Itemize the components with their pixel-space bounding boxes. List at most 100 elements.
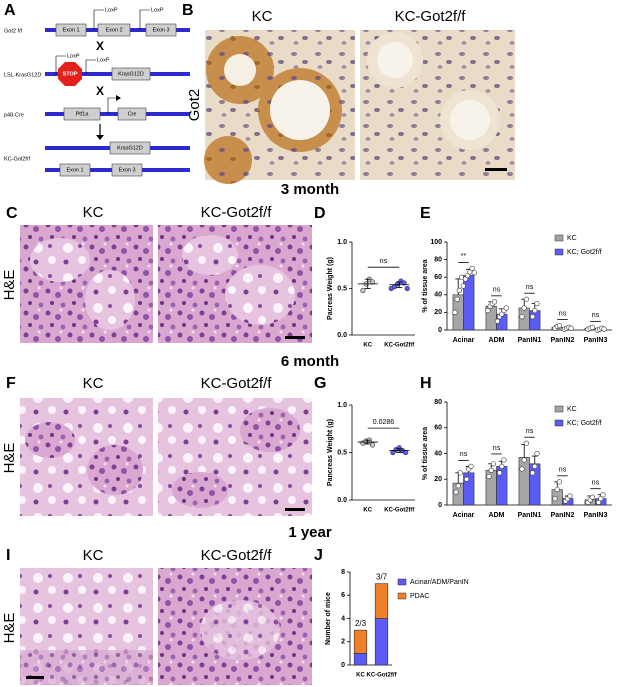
column-label: KC-Got2f/f <box>395 8 467 25</box>
section-title: 1 year <box>288 524 332 541</box>
bar <box>518 307 530 331</box>
stain-label: H&E <box>1 443 18 474</box>
legend-swatch <box>554 248 564 256</box>
y-tick-label: 0.5 <box>337 449 347 456</box>
y-tick-label: 0 <box>438 502 442 509</box>
column-label: KC <box>83 204 104 221</box>
data-point <box>521 305 527 311</box>
y-tick-label: 40 <box>434 450 442 457</box>
data-point <box>453 489 459 495</box>
micrograph <box>158 398 312 516</box>
data-point <box>503 305 509 311</box>
diagram-label: STOP <box>63 71 78 77</box>
y-axis-label: % of tissue area <box>422 427 429 480</box>
data-point <box>496 470 503 476</box>
panel-label: B <box>182 2 194 19</box>
legend-label: KC <box>567 406 577 413</box>
bar <box>529 310 541 331</box>
legend-label: Acinar/ADM/PanIN <box>410 579 469 586</box>
data-point <box>494 318 500 324</box>
column-label: KC <box>83 547 104 564</box>
legend-swatch <box>554 234 564 242</box>
diagram-label: Exon 3 <box>152 27 169 33</box>
diagram-label: LoxP <box>67 53 80 59</box>
diagram-label: Exon 2 <box>105 27 122 33</box>
x-tick-label: Acinar <box>453 512 475 519</box>
data-point <box>556 323 563 329</box>
y-axis-label: Number of mice <box>325 592 332 645</box>
bar <box>529 463 541 506</box>
bar-segment <box>374 583 389 619</box>
section-title: 6 month <box>281 353 339 370</box>
x-tick-label: KC-Got2f/f <box>384 343 415 349</box>
significance-label: ns <box>460 451 468 458</box>
y-tick-label: 60 <box>434 425 442 432</box>
stain-label: H&E <box>1 613 18 644</box>
y-tick-label: 100 <box>430 239 442 246</box>
data-point <box>460 283 466 289</box>
significance-label: ns <box>592 312 600 319</box>
data-point <box>519 466 525 472</box>
column-label: KC-Got2f/f <box>201 204 273 221</box>
panel-label: G <box>314 375 326 392</box>
diagram-label: LoxP <box>151 7 164 13</box>
y-axis-label: % of tissue area <box>422 259 429 312</box>
column-label: KC-Got2f/f <box>201 547 273 564</box>
data-point <box>488 467 494 473</box>
x-tick-label: KC <box>363 343 372 349</box>
panel-label: C <box>6 205 18 222</box>
column-label: KC <box>83 375 104 392</box>
panel-label: A <box>4 2 16 19</box>
data-point <box>552 495 558 502</box>
diagram-label: p48-Cre <box>4 112 24 118</box>
data-point <box>529 314 536 320</box>
data-point <box>595 499 602 506</box>
data-point <box>468 463 474 469</box>
data-point <box>601 326 607 332</box>
significance-label: ns <box>493 287 501 294</box>
stain-label: Got2 <box>186 89 203 122</box>
y-tick-label: 0.5 <box>337 285 347 292</box>
bar-segment <box>353 629 368 654</box>
y-tick-label: 6 <box>341 592 345 599</box>
data-point <box>369 279 376 285</box>
y-tick-label: 2 <box>341 639 345 646</box>
data-point <box>391 284 398 290</box>
bar-annotation: 3/7 <box>376 573 388 582</box>
data-point <box>469 265 475 272</box>
data-point <box>589 324 596 330</box>
y-tick-label: 20 <box>434 476 442 483</box>
data-point <box>532 463 538 469</box>
y-axis-label: Pancreas Weight (g) <box>327 419 334 486</box>
y-tick-label: 20 <box>434 309 442 316</box>
significance-label: ** <box>461 253 467 260</box>
y-tick-label: 4 <box>341 615 345 622</box>
genetic-diagram: Got2 f/f Exon 1 Exon 2 Exon 3 LoxP LoxP … <box>4 7 190 177</box>
data-point <box>485 308 491 314</box>
data-point <box>523 296 530 302</box>
y-axis-label: Pacreas Weight (g) <box>327 257 334 320</box>
panel-label: F <box>6 375 16 392</box>
column-label: KC <box>252 8 273 25</box>
panel-label: I <box>6 547 10 564</box>
x-tick-label: PanIN1 <box>518 512 542 519</box>
data-point <box>523 440 530 446</box>
data-point <box>401 280 407 286</box>
panel-label: H <box>420 375 432 392</box>
legend-label: PDAC <box>410 593 429 600</box>
data-point <box>486 474 492 480</box>
x-tick-label: PanIN1 <box>518 337 542 344</box>
diagram-label: LoxP <box>97 57 110 63</box>
x-tick-label: PanIN2 <box>551 337 575 344</box>
diagram-label: X <box>96 39 104 53</box>
diagram-label: KrasG12D <box>117 145 143 151</box>
data-point <box>463 476 470 482</box>
diagram-label: KrasG12D <box>118 71 144 77</box>
legend-swatch <box>554 419 564 427</box>
significance-label: 0.0286 <box>373 419 395 426</box>
micrograph <box>158 568 312 685</box>
diagram-label: Cre <box>128 111 137 117</box>
data-point <box>598 495 604 502</box>
micrograph <box>20 225 153 343</box>
micrograph <box>204 30 355 184</box>
